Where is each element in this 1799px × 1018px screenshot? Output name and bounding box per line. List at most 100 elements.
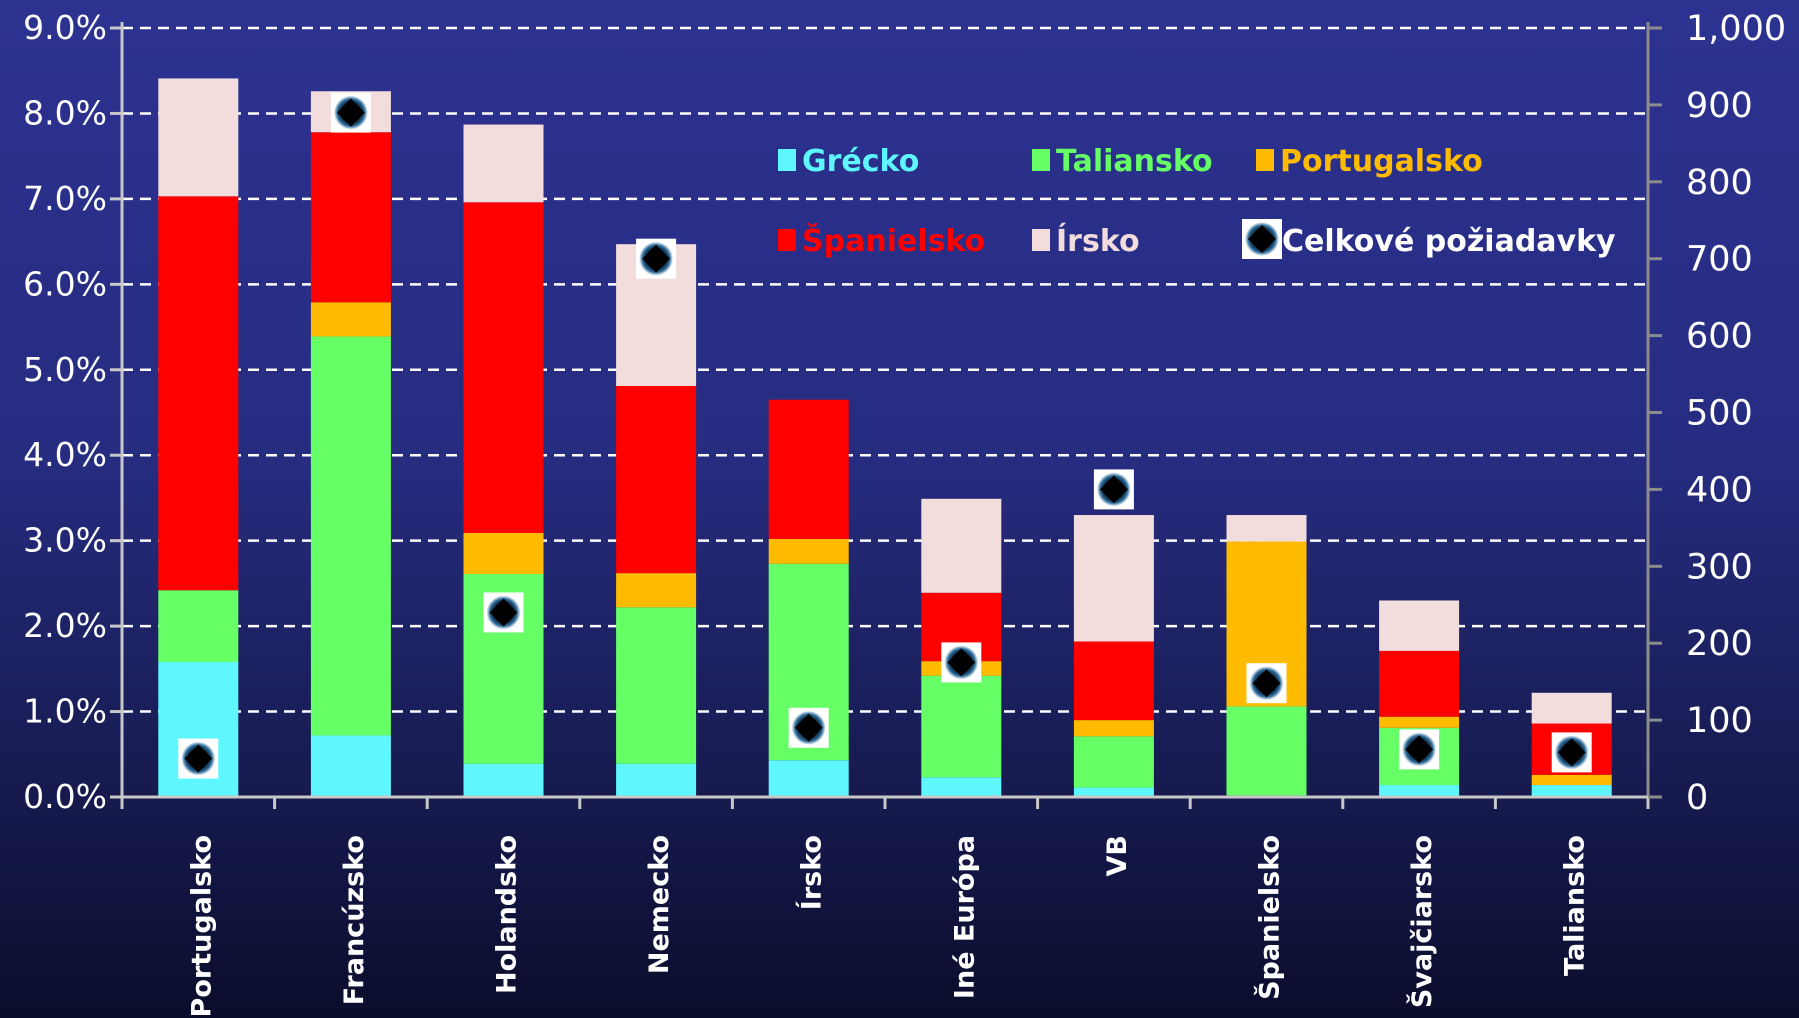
- diamond-icon: [1248, 225, 1276, 253]
- y-right-tick-label: 800: [1686, 163, 1753, 203]
- bar-segment: [1073, 720, 1154, 737]
- total-marker: [178, 738, 219, 779]
- y-left-tick-label: 3.0%: [23, 521, 107, 560]
- category-label: Taliansko: [1560, 835, 1591, 976]
- category-label: Švajčiarsko: [1406, 835, 1438, 1008]
- y-right-tick-label: 0: [1686, 778, 1708, 818]
- legend-label: Španielsko: [802, 222, 985, 259]
- category-labels: Portugalsko Francúzsko Holandsko Nemecko Írs…: [186, 835, 1590, 1017]
- legend-label: Celkové požiadavky: [1282, 224, 1616, 259]
- total-marker: [1399, 729, 1440, 770]
- total-marker: [483, 592, 524, 633]
- category-label: Iné Európa: [949, 835, 980, 999]
- y-right-tick-label: 700: [1686, 240, 1753, 280]
- category-label: VB: [1102, 835, 1133, 876]
- bar-segment: [310, 336, 391, 736]
- bar-segment: [1073, 515, 1154, 642]
- total-marker: [330, 92, 371, 133]
- y-right-tick-label: 100: [1686, 701, 1753, 741]
- bar-segment: [1531, 785, 1612, 797]
- bar-segment: [768, 538, 849, 564]
- legend-swatch: [1032, 229, 1050, 251]
- bar-segment: [463, 763, 544, 797]
- bar-segment: [463, 124, 544, 203]
- y-right-tick-label: 1,000: [1686, 9, 1786, 49]
- y-left-tick-label: 1.0%: [23, 692, 107, 731]
- diamond-icon: [1557, 738, 1586, 767]
- total-requirements-markers: [178, 92, 1592, 779]
- legend-swatch: [1256, 149, 1274, 171]
- category-label: Holandsko: [492, 835, 523, 994]
- y-left-tick-label: 0.0%: [23, 777, 107, 816]
- legend-swatch: [1032, 149, 1050, 171]
- y-right-tick-label: 900: [1686, 86, 1753, 126]
- bar-segment: [310, 132, 391, 303]
- y-left-tick-label: 8.0%: [23, 93, 107, 132]
- total-marker: [636, 238, 677, 279]
- category-label: Portugalsko: [186, 835, 217, 1017]
- diamond-icon: [1252, 669, 1281, 698]
- legend-label: Grécko: [802, 144, 919, 179]
- bar-segment: [616, 607, 697, 764]
- bar-segment: [463, 532, 544, 574]
- total-marker: [941, 642, 982, 683]
- y-right-tick-label: 500: [1686, 394, 1753, 434]
- bar-segment: [1379, 785, 1460, 797]
- bar-segment: [1379, 716, 1460, 728]
- bar-segment: [1073, 736, 1154, 788]
- bars: [158, 78, 1612, 797]
- diamond-icon: [794, 713, 823, 742]
- bar-segment: [158, 78, 239, 197]
- diamond-icon: [1099, 475, 1128, 504]
- category-label: Francúzsko: [339, 835, 370, 1005]
- legend-marker: [1242, 219, 1282, 259]
- total-marker: [1551, 732, 1592, 773]
- bar-segment: [616, 763, 697, 797]
- legend-label: Írsko: [1056, 223, 1140, 259]
- y-right-tick-label: 600: [1686, 317, 1753, 357]
- legend-label: Portugalsko: [1280, 144, 1483, 179]
- y-right-tick-label: 300: [1686, 547, 1753, 587]
- bar-segment: [616, 386, 697, 574]
- axes: [110, 22, 1662, 809]
- bar-segment: [1226, 706, 1307, 796]
- total-marker: [1093, 469, 1134, 510]
- diamond-icon: [184, 744, 213, 773]
- bar-segment: [158, 196, 239, 591]
- bar-segment: [1073, 641, 1154, 721]
- bar-segment: [921, 498, 1002, 593]
- y-left-tick-label: 5.0%: [23, 350, 107, 389]
- category-label: Nemecko: [644, 835, 675, 974]
- legend-swatch: [778, 229, 796, 251]
- bar-segment: [1226, 515, 1307, 542]
- category-label: Írsko: [796, 835, 828, 910]
- bar-segment: [310, 735, 391, 797]
- bar-segment: [1531, 774, 1612, 786]
- bar-segment: [463, 202, 544, 533]
- y-left-tick-label: 4.0%: [23, 435, 107, 474]
- bar-segment: [1531, 692, 1612, 724]
- legend-label: Taliansko: [1056, 144, 1213, 179]
- bar-segment: [1379, 650, 1460, 717]
- bar-segment: [921, 675, 1002, 778]
- diamond-icon: [489, 598, 518, 627]
- y-left-tick-label: 9.0%: [23, 8, 107, 47]
- bar-segment: [921, 777, 1002, 797]
- y-left-tick-label: 7.0%: [23, 179, 107, 218]
- bar-segment: [310, 302, 391, 337]
- legend-swatch: [778, 149, 796, 171]
- y-right-tick-label: 400: [1686, 470, 1753, 510]
- bar-segment: [158, 590, 239, 662]
- category-label: Španielsko: [1254, 835, 1286, 1000]
- diamond-icon: [947, 648, 976, 677]
- tick-labels: 0.0% 1.0% 2.0% 3.0% 4.0% 5.0% 6.0% 7.0% 8.0% 9.0%…: [23, 8, 1786, 818]
- total-marker: [1246, 663, 1287, 704]
- y-right-tick-label: 200: [1686, 624, 1753, 664]
- total-marker: [788, 707, 829, 748]
- legend: Grécko Taliansko Portugalsko Španielsko Írsk…: [778, 144, 1616, 259]
- bar-segment: [768, 399, 849, 539]
- diamond-icon: [1405, 735, 1434, 764]
- y-left-tick-label: 6.0%: [23, 264, 107, 303]
- diamond-icon: [642, 244, 671, 273]
